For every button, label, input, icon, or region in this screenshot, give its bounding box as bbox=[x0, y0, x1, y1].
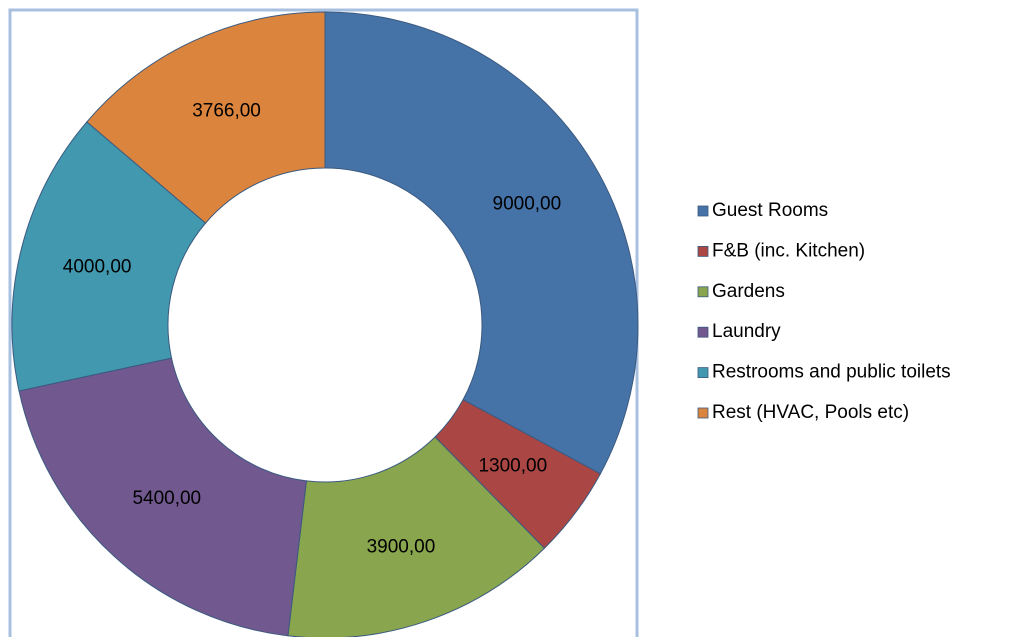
legend-label: Laundry bbox=[712, 321, 781, 342]
legend-swatch bbox=[697, 326, 709, 338]
legend-swatch bbox=[697, 286, 709, 298]
doughnut-segment bbox=[324, 11, 639, 475]
doughnut-segment bbox=[86, 11, 326, 224]
legend-swatch bbox=[697, 205, 709, 217]
data-label: 4000,00 bbox=[63, 257, 132, 278]
doughnut-segment bbox=[287, 436, 546, 637]
data-label: 3766,00 bbox=[192, 101, 261, 122]
legend-label: F&B (inc. Kitchen) bbox=[712, 240, 865, 261]
data-label: 1300,00 bbox=[478, 455, 547, 476]
legend-label: Restrooms and public toilets bbox=[712, 362, 951, 383]
data-label: 9000,00 bbox=[493, 194, 562, 215]
legend-swatch bbox=[697, 245, 709, 257]
doughnut-segment bbox=[18, 357, 307, 637]
legend-swatch bbox=[697, 367, 709, 379]
legend-label: Rest (HVAC, Pools etc) bbox=[712, 402, 909, 423]
legend-label: Gardens bbox=[712, 281, 785, 302]
legend-swatch bbox=[697, 407, 709, 419]
data-label: 5400,00 bbox=[132, 488, 201, 509]
doughnut-segment bbox=[11, 121, 207, 392]
data-label: 3900,00 bbox=[367, 536, 436, 557]
legend-label: Guest Rooms bbox=[712, 200, 828, 221]
